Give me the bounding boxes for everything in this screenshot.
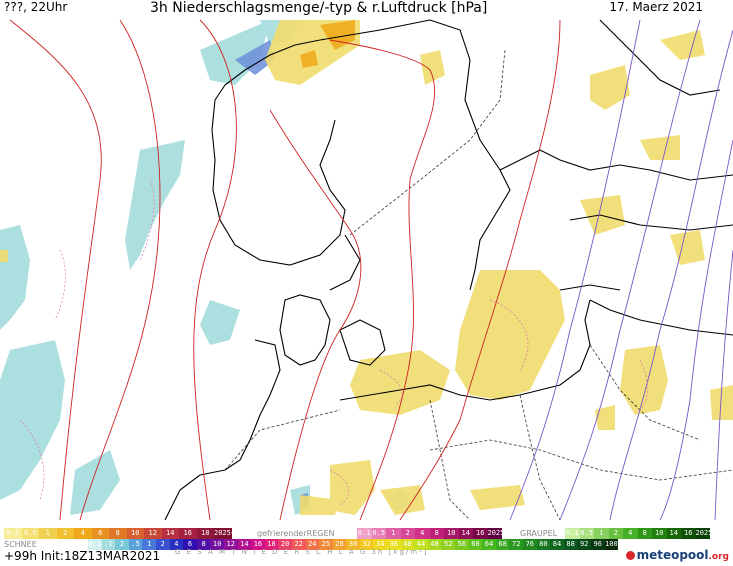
graupel-scale: 0.1 0.5 1 2 4 8 10 14 16 2025+ — [565, 528, 717, 539]
snow-bar-cell: 64 — [482, 539, 496, 550]
logo-text: meteopool — [636, 548, 709, 562]
snow-bar-cell: 24 — [305, 539, 320, 550]
rain-bar-cell: 0.1 — [4, 528, 22, 539]
rain-bar-cell: 10 — [126, 528, 144, 539]
snow-bar-cell: 2 — [155, 539, 170, 550]
gr-bar-cell: 4 — [623, 528, 638, 539]
snow-bar-cell: 92 — [577, 539, 591, 550]
snow-bar-cell: 16 — [251, 539, 265, 550]
rain-bar-cell: 6 — [91, 528, 109, 539]
fr-bar-cell: 2 — [400, 528, 415, 539]
snow-bar-cell: 10 — [210, 539, 224, 550]
graupel-label: GRAUPEL — [520, 529, 558, 538]
gr-bar-cell: 1 — [594, 528, 609, 539]
snow-bar-cell: 80 — [536, 539, 551, 550]
gr-bar-cell: 14 — [666, 528, 681, 539]
rain-bar-cell: 12 — [144, 528, 162, 539]
snow-bar-cell: 18 — [264, 539, 279, 550]
gr-bar-cell: 0.5 — [579, 528, 594, 539]
rain-areas — [0, 20, 733, 515]
gr-bar-cell: 2 — [608, 528, 623, 539]
rain-bar-cell: 18 — [196, 528, 214, 539]
snow-bar-cell: 88 — [563, 539, 578, 550]
snow-bar-cell: 25 — [319, 539, 333, 550]
gr-bar-cell: 2025+ — [695, 528, 717, 539]
snow-bar-cell: 30 — [346, 539, 360, 550]
snow-bar-cell: 0.1 — [88, 539, 102, 550]
rain-bar-cell: 1 — [39, 528, 57, 539]
fr-bar-cell: 4 — [415, 528, 430, 539]
freezing-rain-scale: 0.1 0.5 1 2 4 8 10 14 16 2025+ — [357, 528, 509, 539]
snow-bar-cell: .1 — [101, 539, 116, 550]
gr-bar-cell: 0.1 — [565, 528, 580, 539]
gr-bar-cell: 16 — [681, 528, 696, 539]
fr-bar-cell: 14 — [458, 528, 473, 539]
forecast-time-label: ???, 22Uhr — [4, 0, 68, 14]
legend: 0.1 0.5 1 2 4 6 8 10 12 14 16 18 2025+ gefrierenderR… — [0, 520, 733, 566]
gr-bar-cell: 8 — [637, 528, 652, 539]
rain-bar-cell: 8 — [109, 528, 127, 539]
snow-bar-cell: 100 — [604, 539, 619, 550]
snow-bar-cell: 34 — [373, 539, 388, 550]
isobars-purple — [509, 19, 733, 521]
coastlines — [164, 19, 733, 521]
snow-bar-cell: 22 — [291, 539, 306, 550]
snow-bar-cell: 96 — [590, 539, 605, 550]
fr-bar-cell: 0.5 — [371, 528, 386, 539]
logo-icon — [625, 551, 635, 560]
init-time: +99h Init:18Z13MAR2021 — [4, 549, 161, 563]
snow-bar-cell: 48 — [427, 539, 442, 550]
map-title: 3h Niederschlagsmenge/-typ & r.Luftdruck… — [150, 0, 488, 16]
fr-bar-cell: 10 — [444, 528, 459, 539]
snow-bar-cell: 2 — [115, 539, 129, 550]
meteopool-logo[interactable]: meteopool.org — [625, 548, 729, 562]
snow-total-scale: 0.1.1 2.5 1 2 4 6 8 10 12 14 16 18 20 22 24 25 28 30 32 34 3… — [88, 539, 619, 550]
fr-bar-cell: 2025+ — [487, 528, 509, 539]
fr-bar-cell: 16 — [473, 528, 488, 539]
snow-bar-cell: 1 — [142, 539, 156, 550]
snow-bar-cell: 72 — [509, 539, 523, 550]
rain-scale: 0.1 0.5 1 2 4 6 8 10 12 14 16 18 2025+ — [4, 528, 236, 539]
snow-bar-cell: 68 — [495, 539, 510, 550]
snow-bar-cell: .5 — [128, 539, 143, 550]
country-borders — [224, 49, 733, 521]
snow-bar-cell: 4 — [169, 539, 184, 550]
logo-suffix: .org — [708, 552, 729, 562]
snow-bar-cell: 84 — [550, 539, 564, 550]
rain-bar-cell: 14 — [161, 528, 179, 539]
rain-bar-cell: 2 — [56, 528, 74, 539]
snow-heavy-areas — [235, 40, 308, 508]
rain-bar-cell: 16 — [179, 528, 197, 539]
snow-bar-cell: 8 — [196, 539, 211, 550]
rain-bar-cell: 0.5 — [21, 528, 39, 539]
snow-bar-cell: 44 — [414, 539, 428, 550]
snow-bar-cell: 6 — [183, 539, 197, 550]
isobars-red — [9, 19, 561, 521]
snow-bar-cell: 40 — [400, 539, 415, 550]
snow-bar-cell: 60 — [468, 539, 483, 550]
fr-bar-cell: 1 — [386, 528, 401, 539]
snow-bar-cell: 32 — [359, 539, 374, 550]
total-precip-label: G E S A M T N I E D E R S C H L A G 3h [… — [175, 548, 429, 556]
freezing-rain-label: gefrierenderREGEN — [257, 529, 335, 538]
snow-bar-cell: 56 — [455, 539, 469, 550]
gr-bar-cell: 10 — [652, 528, 667, 539]
rain-bar-cell: 4 — [74, 528, 92, 539]
rain-bar-cell: 2025+ — [214, 528, 236, 539]
snow-areas — [0, 20, 408, 515]
temperature-contours — [19, 179, 648, 506]
snow-bar-cell: 76 — [523, 539, 537, 550]
fr-bar-cell: 0.1 — [357, 528, 372, 539]
snow-bar-cell: 36 — [387, 539, 401, 550]
snow-bar-cell: 14 — [237, 539, 252, 550]
fr-bar-cell: 8 — [429, 528, 444, 539]
snow-bar-cell: 52 — [441, 539, 456, 550]
snow-bar-cell: 28 — [332, 539, 347, 550]
snow-bar-cell: 12 — [223, 539, 238, 550]
snow-label: SCHNEE — [4, 540, 37, 549]
forecast-date: 17. Maerz 2021 — [609, 0, 703, 14]
snow-bar-cell: 20 — [278, 539, 292, 550]
